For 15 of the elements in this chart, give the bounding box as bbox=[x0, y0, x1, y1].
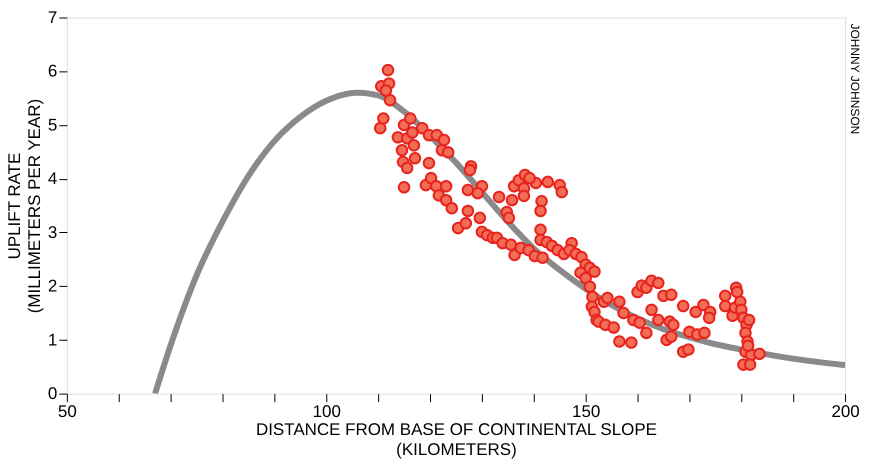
y-tick-label: 0 bbox=[48, 384, 58, 404]
y-axis-title: UPLIFT RATE (MILLIMETERS PER YEAR) bbox=[5, 98, 44, 314]
x-tick-label: 200 bbox=[831, 402, 860, 422]
y-tick-label: 4 bbox=[48, 169, 58, 188]
x-tick-label: 100 bbox=[312, 402, 341, 422]
y-tick-label: 3 bbox=[48, 222, 58, 242]
y-tick-label: 1 bbox=[48, 330, 58, 350]
y-tick-label: 7 bbox=[48, 8, 58, 27]
x-axis-title: DISTANCE FROM BASE OF CONTINENTAL SLOPE (KILOMETERS) bbox=[256, 420, 657, 459]
x-tick-label: 50 bbox=[58, 402, 77, 422]
text: JOHNNY JOHNSON bbox=[848, 23, 862, 134]
y-tick-label: 5 bbox=[48, 115, 58, 134]
y-tick-label: 2 bbox=[48, 276, 58, 296]
y-tick-label: 6 bbox=[48, 62, 58, 81]
x-tick-label: 150 bbox=[572, 402, 600, 422]
